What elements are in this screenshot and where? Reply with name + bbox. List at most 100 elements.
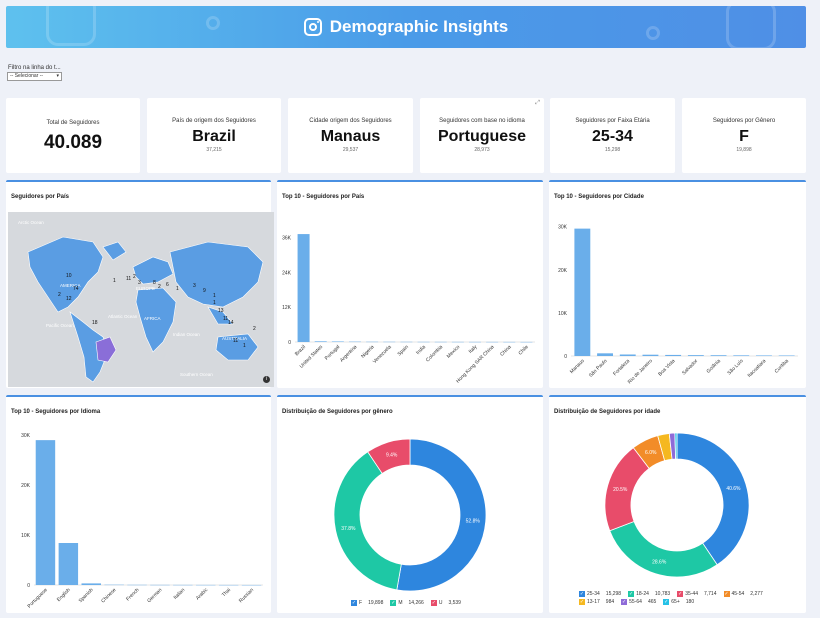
x-tick-label: São Paulo	[588, 358, 609, 379]
kpi-card-gender: Seguidores por Gênero F 19,898	[682, 98, 806, 173]
kpi-card-total: Total de Seguidores 40.089	[6, 98, 140, 173]
bar[interactable]	[58, 543, 79, 585]
map-count-label: 14	[228, 320, 234, 326]
kpi-value: 25-34	[592, 128, 633, 145]
kpi-subvalue: 28,973	[474, 147, 490, 153]
slice-percent-label: 20.5%	[613, 487, 628, 493]
donut-slice[interactable]	[674, 432, 678, 460]
bar[interactable]	[597, 353, 613, 356]
x-tick-label: Russian	[238, 587, 255, 604]
y-tick-label: 12K	[282, 305, 292, 311]
map-count-label: 6	[166, 282, 169, 288]
bar[interactable]	[642, 354, 659, 356]
x-tick-label: Rio de Janeiro	[627, 358, 654, 385]
bar[interactable]	[756, 355, 772, 356]
filter-dropdown[interactable]: -- Selecionar -- ▾	[7, 72, 62, 81]
kpi-card-country: País de origem dos Seguidores Brazil 37,…	[147, 98, 281, 173]
donut-slice[interactable]	[367, 438, 411, 475]
bar[interactable]	[733, 355, 750, 356]
x-tick-label: Italy	[468, 344, 479, 355]
bar[interactable]	[81, 583, 101, 585]
legend-item[interactable]: ✓ 18-24 10,783	[628, 591, 670, 597]
x-tick-label: Itacoatiara	[747, 358, 768, 379]
south-america-shape	[69, 311, 109, 383]
gender-legend: ✓ F 19,898 ✓ M 14,266 ✓ U 3,539	[351, 600, 471, 606]
bar[interactable]	[574, 228, 591, 356]
legend-item[interactable]: ✓ 45-54 2,277	[723, 591, 763, 597]
kpi-label: Seguidores por Gênero	[712, 118, 776, 124]
kpi-value: Manaus	[320, 128, 381, 145]
donut-slice[interactable]	[609, 520, 718, 578]
slice-percent-label: 6.0%	[645, 450, 657, 456]
x-tick-label: São Luís	[726, 358, 745, 377]
legend-item[interactable]: ✓ 65+ 180	[663, 599, 694, 605]
panel-title: Seguidores por País	[11, 194, 70, 200]
bar[interactable]	[687, 355, 704, 356]
world-map[interactable]: Arctic Ocean Pacific Ocean Atlantic Ocea…	[8, 212, 274, 387]
map-count-label: 11	[233, 338, 238, 344]
legend-label: 55-64	[629, 599, 642, 605]
bar[interactable]	[665, 354, 682, 356]
info-icon[interactable]: i	[263, 376, 270, 383]
chevron-down-icon: ▾	[56, 73, 59, 79]
decorative-shape	[46, 6, 96, 46]
legend-item[interactable]: ✓ U 3,539	[430, 600, 461, 606]
legend-item[interactable]: ✓ 35-44 7,714	[677, 591, 717, 597]
legend-item[interactable]: ✓ F 19,898	[351, 600, 383, 606]
slice-percent-label: 52.8%	[466, 518, 481, 524]
donut-slice[interactable]	[333, 451, 402, 591]
donut-slice[interactable]	[676, 432, 750, 566]
legend-value: 2,277	[750, 591, 763, 597]
age-legend: ✓ 25-34 15,298 ✓ 18-24 10,783 ✓ 35-44 7,714 ✓ 45-5…	[579, 591, 789, 605]
expand-icon[interactable]: ⤢	[535, 100, 540, 106]
region-label: AMERICA	[60, 283, 81, 288]
map-count-label: 2	[58, 292, 61, 298]
kpi-label: Seguidores com base no idioma	[439, 118, 525, 124]
y-tick-label: 0	[27, 583, 30, 589]
donut-slice[interactable]	[396, 438, 487, 592]
legend-value: 3,539	[448, 600, 461, 606]
x-tick-label: Thai	[221, 587, 232, 598]
greenland-shape	[102, 241, 127, 261]
map-count-label: 12	[66, 296, 72, 302]
north-america-shape	[27, 236, 104, 313]
legend-label: 18-24	[636, 591, 649, 597]
slice-percent-label: 9.4%	[386, 453, 398, 459]
y-tick-label: 20K	[558, 268, 568, 274]
map-count-label: 8	[153, 280, 156, 286]
map-count-label: 9	[203, 288, 206, 294]
kpi-card-city: Cidade origem dos Seguidores Manaus 29,5…	[288, 98, 413, 173]
legend-item[interactable]: ✓ 13-17 984	[579, 599, 614, 605]
slice-percent-label: 40.6%	[726, 486, 741, 492]
x-tick-label: German	[146, 587, 163, 604]
legend-item[interactable]: ✓ 25-34 15,298	[579, 591, 621, 597]
bar[interactable]	[619, 354, 636, 356]
bar[interactable]	[297, 234, 310, 342]
map-panel: Seguidores por País Arctic Ocean Pacific…	[6, 180, 274, 388]
x-tick-label: Manaus	[569, 358, 586, 375]
kpi-value: F	[739, 128, 749, 145]
x-tick-label: Mexico	[446, 344, 462, 360]
legend-item[interactable]: ✓ 55-64 465	[621, 599, 656, 605]
map-count-label: 3	[193, 283, 196, 289]
bar[interactable]	[778, 355, 795, 356]
y-tick-label: 30K	[21, 433, 31, 439]
legend-label: 45-54	[731, 591, 745, 597]
legend-swatch: ✓	[430, 600, 437, 606]
bar[interactable]	[710, 355, 727, 356]
panel-title: Top 10 - Seguidores por Cidade	[554, 194, 644, 200]
legend-item[interactable]: ✓ M 14,266	[390, 600, 424, 606]
panel-title: Top 10 - Seguidores por País	[282, 194, 365, 200]
bar[interactable]	[331, 341, 344, 342]
dashboard-header: Demographic Insights	[6, 6, 806, 48]
legend-label: 65+	[671, 599, 680, 605]
asia-shape	[169, 241, 264, 308]
bar[interactable]	[314, 341, 327, 342]
bar[interactable]	[35, 440, 56, 585]
legend-swatch: ✓	[723, 591, 730, 597]
x-tick-label: Goiânia	[706, 358, 723, 375]
ocean-label: Pacific Ocean	[46, 323, 74, 328]
page-title: Demographic Insights	[329, 17, 509, 36]
